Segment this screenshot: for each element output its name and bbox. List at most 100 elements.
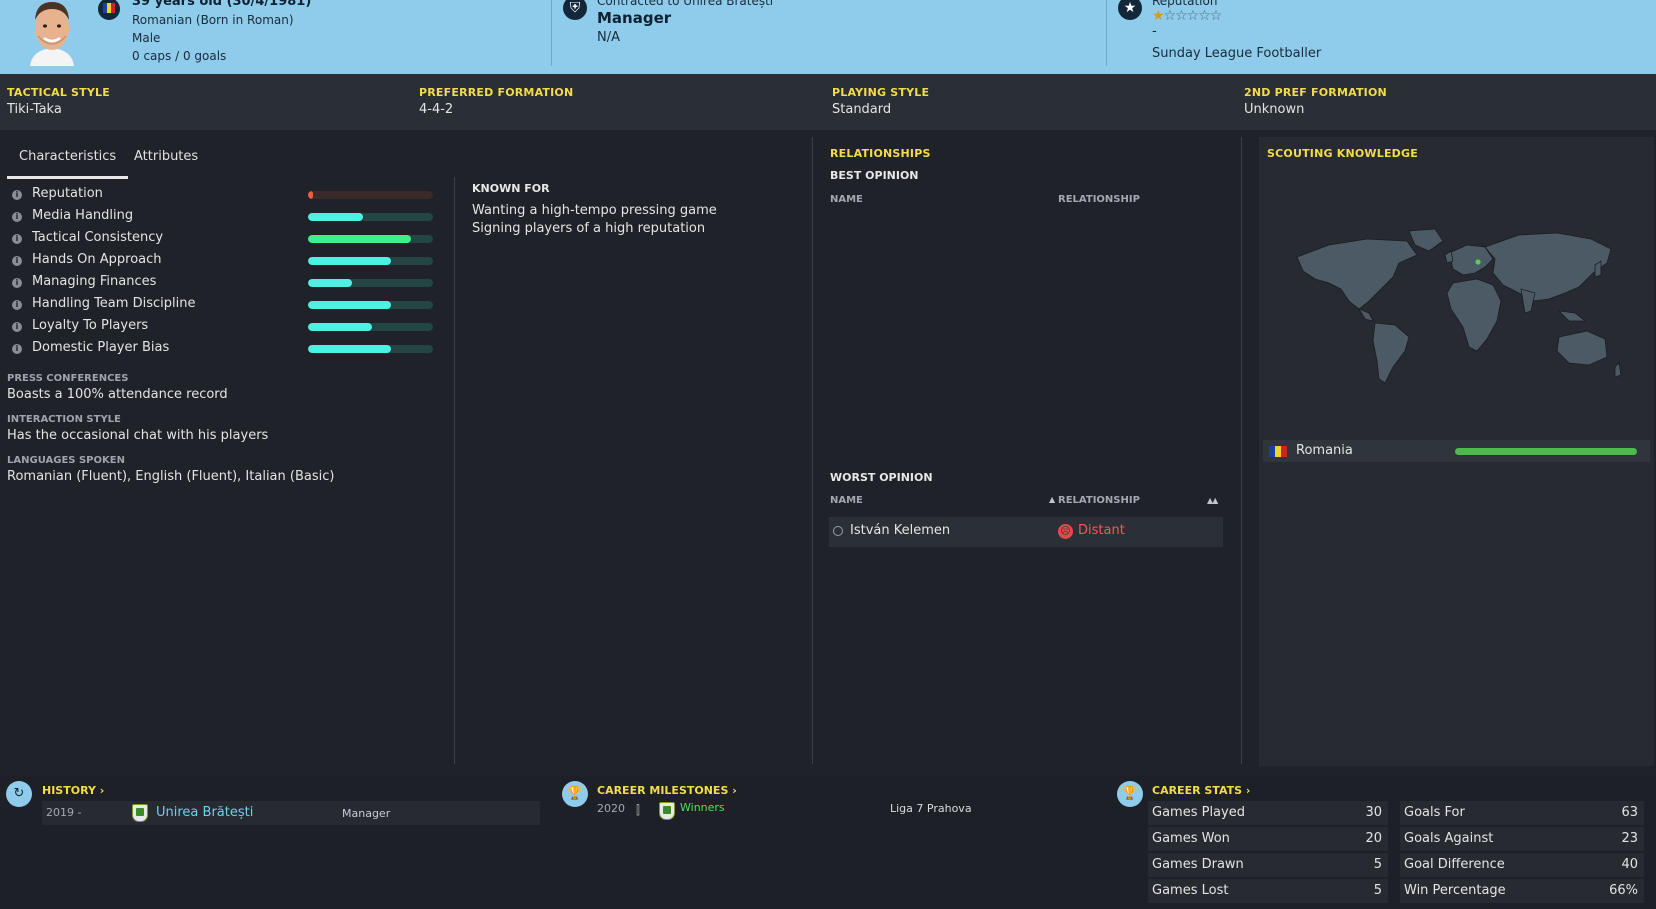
caps-text: 0 caps / 0 goals [132, 49, 227, 63]
relationships-title: RELATIONSHIPS [830, 147, 931, 160]
trophy-icon: 🏆 [562, 781, 588, 807]
table-row[interactable]: István Kelemen ☹ Distant [829, 517, 1223, 547]
characteristic-bar-fill [308, 191, 313, 199]
romania-marker [1475, 259, 1481, 265]
known-for-item: Wanting a high-tempo pressing game [472, 203, 717, 218]
tab-attributes[interactable]: Attributes [134, 149, 199, 164]
tab-characteristics[interactable]: Characteristics [7, 146, 129, 179]
tactics-strip: TACTICAL STYLE Tiki-Taka PREFERRED FORMA… [0, 74, 1656, 130]
characteristic-bar-fill [308, 235, 411, 243]
characteristic-label: Hands On Approach [32, 252, 162, 267]
characteristic-row[interactable]: i Domestic Player Bias [12, 340, 433, 362]
career-milestones-link[interactable]: CAREER MILESTONES › [597, 784, 737, 797]
stat-row: Goals For 63 [1400, 801, 1644, 825]
trophy-cup-icon: ⫿ [636, 803, 640, 817]
characteristic-bar [308, 279, 433, 287]
characteristic-row[interactable]: i Handling Team Discipline [12, 296, 433, 318]
languages-value: Romanian (Fluent), English (Fluent), Ita… [7, 469, 335, 484]
characteristic-bar-fill [308, 213, 363, 221]
reputation-dash: - [1152, 24, 1157, 39]
info-icon[interactable]: i [12, 234, 22, 244]
stat-value: 5 [1373, 857, 1382, 872]
characteristic-row[interactable]: i Media Handling [12, 208, 433, 230]
characteristic-row[interactable]: i Hands On Approach [12, 252, 433, 274]
country-row[interactable]: Romania [1263, 440, 1650, 462]
history-icon: ↻ [6, 781, 32, 807]
profile-header: 39 years old (30/4/1981) Romanian (Born … [0, 0, 1656, 74]
reputation-star-icon: ★ [1118, 0, 1142, 20]
info-icon[interactable]: i [12, 278, 22, 288]
chevron-right-icon: › [99, 784, 105, 797]
characteristic-row[interactable]: i Managing Finances [12, 274, 433, 296]
sad-face-icon: ☹ [1058, 524, 1073, 539]
worst-col-relationship[interactable]: RELATIONSHIP [1058, 495, 1140, 506]
stat-value: 30 [1365, 805, 1382, 820]
characteristic-bar-fill [308, 279, 352, 287]
characteristic-bar-fill [308, 323, 372, 331]
playing-style-value: Standard [832, 102, 892, 117]
best-col-relationship[interactable]: RELATIONSHIP [1058, 194, 1140, 205]
interaction-style-value: Has the occasional chat with his players [7, 428, 269, 443]
second-formation-value: Unknown [1244, 102, 1305, 117]
info-icon[interactable]: i [12, 212, 22, 222]
stat-row: Games Drawn 5 [1148, 853, 1388, 877]
stat-label: Goal Difference [1404, 857, 1505, 872]
star-empty-icon: ☆☆☆☆☆ [1163, 8, 1223, 24]
known-for-item: Signing players of a high reputation [472, 221, 706, 236]
info-icon[interactable]: i [12, 190, 22, 200]
history-row[interactable]: 2019 - Unirea Brătești Manager [42, 801, 540, 825]
characteristic-label: Loyalty To Players [32, 318, 149, 333]
stat-value: 5 [1373, 883, 1382, 898]
characteristic-bar-fill [308, 257, 391, 265]
world-map[interactable] [1289, 227, 1629, 397]
avatar [24, 0, 80, 66]
characteristic-row[interactable]: i Reputation [12, 186, 433, 208]
age-text: 39 years old (30/4/1981) [132, 0, 312, 9]
career-stats-link[interactable]: CAREER STATS › [1152, 784, 1251, 797]
stats-trophy-icon: 🏆 [1117, 781, 1143, 807]
info-icon[interactable]: i [12, 256, 22, 266]
knowledge-bar-track [1455, 448, 1637, 455]
characteristic-bar [308, 301, 433, 309]
milestone-competition[interactable]: Liga 7 Prahova [890, 802, 972, 815]
stat-value: 23 [1621, 831, 1638, 846]
relationship-status: Distant [1078, 523, 1125, 538]
characteristic-bar [308, 191, 433, 199]
milestone-year: 2020 [597, 802, 625, 815]
gender-text: Male [132, 31, 161, 45]
known-for-title: KNOWN FOR [472, 182, 550, 195]
stat-row: Goal Difference 40 [1400, 853, 1644, 877]
info-icon[interactable]: i [12, 322, 22, 332]
info-icon[interactable]: i [12, 300, 22, 310]
stat-row: Win Percentage 66% [1400, 879, 1644, 903]
knowledge-bar-fill [1455, 448, 1637, 455]
preferred-formation-value: 4-4-2 [419, 102, 454, 117]
stat-label: Games Won [1152, 831, 1230, 846]
reputation-label: Reputation [1152, 0, 1218, 8]
characteristic-label: Domestic Player Bias [32, 340, 170, 355]
club-badge-icon [132, 804, 148, 822]
column-divider [454, 177, 455, 764]
history-link[interactable]: HISTORY › [42, 784, 105, 797]
stat-row: Games Played 30 [1148, 801, 1388, 825]
characteristic-bar [308, 323, 433, 331]
history-club[interactable]: Unirea Brătești [156, 805, 254, 820]
stat-value: 20 [1365, 831, 1382, 846]
sort-toggle-icon[interactable]: ▲▲ [1207, 496, 1218, 505]
person-name[interactable]: István Kelemen [850, 523, 951, 538]
press-conferences-label: PRESS CONFERENCES [7, 373, 129, 384]
milestone-result: Winners [680, 801, 725, 814]
reputation-level: Sunday League Footballer [1152, 46, 1322, 61]
characteristic-row[interactable]: i Loyalty To Players [12, 318, 433, 340]
history-role: Manager [342, 807, 391, 820]
club-badge-icon [659, 802, 675, 820]
country-name: Romania [1296, 443, 1353, 458]
contract-badge-icon: ⛨ [563, 0, 587, 20]
characteristic-row[interactable]: i Tactical Consistency [12, 230, 433, 252]
worst-col-name[interactable]: NAME [830, 495, 863, 506]
best-col-name[interactable]: NAME [830, 194, 863, 205]
worst-opinion-title: WORST OPINION [830, 471, 933, 484]
characteristic-label: Handling Team Discipline [32, 296, 196, 311]
info-icon[interactable]: i [12, 344, 22, 354]
chevron-right-icon: › [1245, 784, 1251, 797]
